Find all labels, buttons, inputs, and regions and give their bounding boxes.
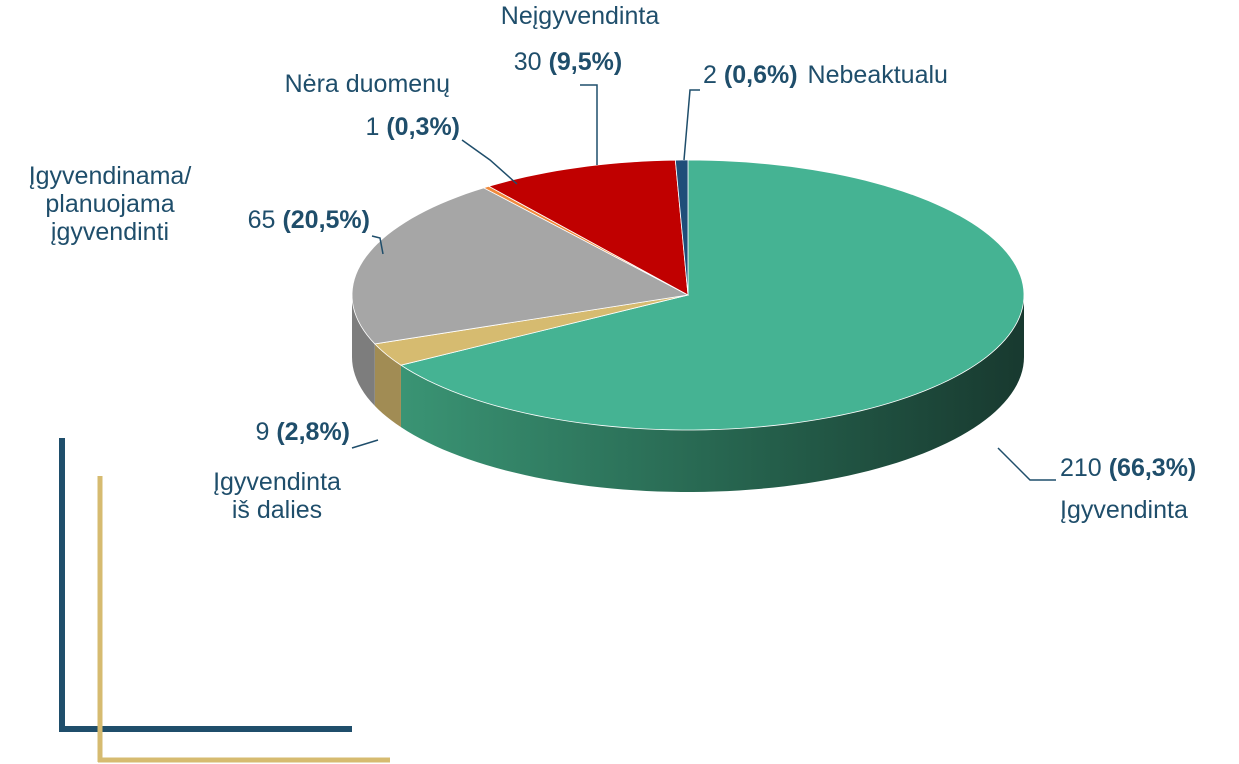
data-label: 1 (0,3%) [365, 113, 460, 141]
pie-side [374, 343, 401, 428]
leader-line [683, 89, 700, 161]
count-label: 65 [248, 206, 276, 234]
category-line: iš dalies [232, 496, 322, 524]
category-line: Įgyvendinta [213, 468, 341, 496]
percent-label: (9,5%) [549, 48, 623, 76]
pie-slice [674, 159, 689, 296]
category-label: Nebeaktualu [808, 61, 948, 89]
percent-label: (2,8%) [276, 418, 350, 446]
data-label: 65 (20,5%) [248, 206, 370, 234]
pie-slice [373, 294, 689, 366]
category-label: Įgyvendinta iš dalies [213, 468, 341, 524]
data-label: 210 (66,3%) [1060, 454, 1196, 482]
pie-side [352, 295, 375, 406]
percent-label: (20,5%) [282, 206, 370, 234]
leader-line [351, 439, 379, 449]
count-label: 9 [255, 418, 269, 446]
percent-label: (0,6%) [724, 61, 798, 89]
count-label: 1 [365, 113, 379, 141]
category-label: Neįgyvendinta [501, 2, 660, 30]
data-label: 9 (2,8%) [255, 418, 350, 446]
category-label: Nėra duomenų [285, 70, 450, 98]
category-line: įgyvendinti [51, 218, 169, 246]
percent-label: (0,3%) [386, 113, 460, 141]
count-label: 2 [703, 61, 717, 89]
pie-slice [351, 187, 690, 345]
percent-label: (66,3%) [1109, 454, 1197, 482]
leader-line [461, 139, 518, 185]
pie-side [400, 295, 1024, 492]
leader-line [997, 447, 1056, 481]
category-label: Įgyvendinta [1060, 496, 1188, 524]
leader-line [371, 235, 384, 255]
category-line: planuojama [45, 190, 174, 218]
pie-slice [399, 159, 1025, 431]
leader-line [580, 84, 598, 165]
count-label: 210 [1060, 454, 1102, 482]
data-label: 2 (0,6%) Nebeaktualu [703, 61, 948, 89]
pie-slice [487, 159, 689, 296]
category-line: Įgyvendinama/ [29, 162, 192, 190]
data-label: 30 (9,5%) [514, 48, 622, 76]
count-label: 30 [514, 48, 542, 76]
category-label: Įgyvendinama/planuojama įgyvendinti [29, 162, 192, 246]
